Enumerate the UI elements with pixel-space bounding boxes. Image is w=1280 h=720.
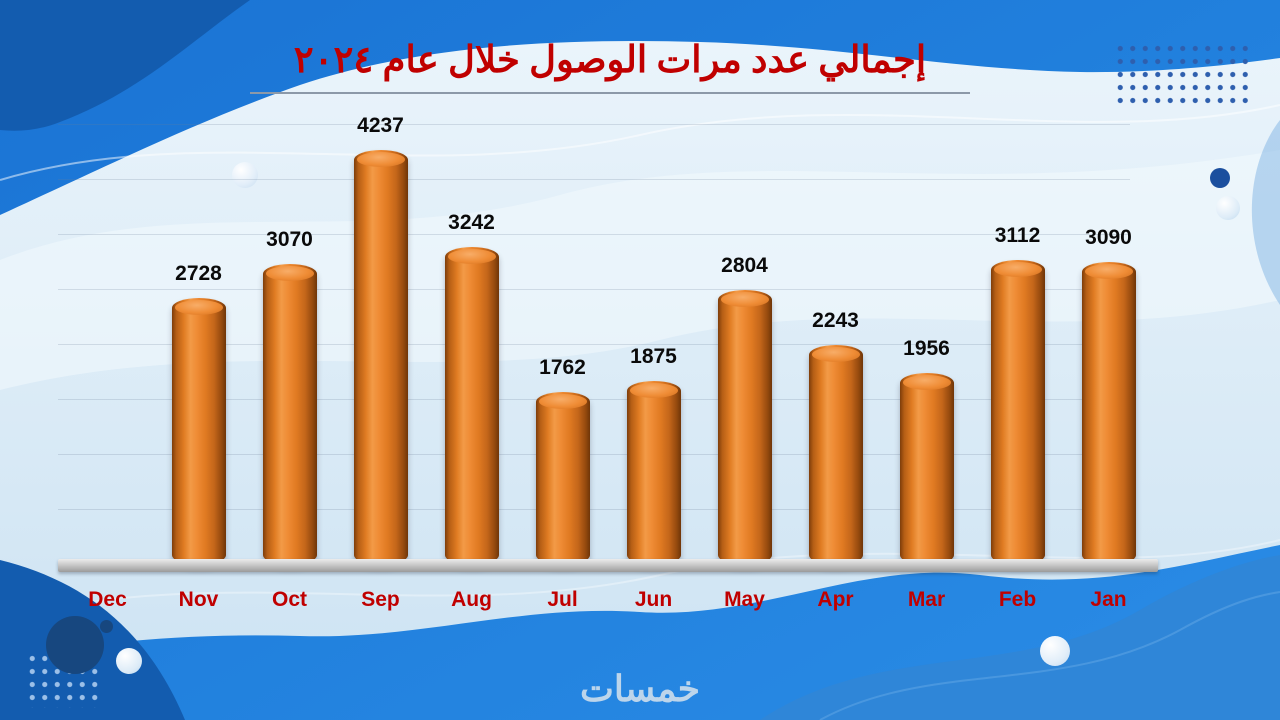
bubble-circle	[1210, 168, 1230, 188]
bar-column-jul: 1762	[517, 124, 608, 565]
bubble-circle	[100, 620, 113, 633]
bar-column-apr: 2243	[790, 124, 881, 565]
bar-column-dec	[62, 124, 153, 565]
bar-column-jun: 1875	[608, 124, 699, 565]
dots-pattern-top-right	[1114, 42, 1252, 106]
bar-apr	[808, 345, 863, 565]
bar-value-label: 2243	[812, 309, 859, 332]
bar-jul	[535, 392, 590, 565]
bar-value-label: 1956	[903, 337, 950, 360]
category-label-oct: Oct	[271, 588, 307, 611]
bar-nov	[171, 298, 226, 565]
category-label-nov: Nov	[178, 588, 219, 611]
bar-aug	[444, 247, 499, 565]
bar-value-label: 3242	[448, 211, 495, 234]
bar-chart: 2728 3070 4237 3242 1762 1875 2804 2243 1956 3112…	[58, 114, 1154, 565]
category-label-sep: Sep	[361, 588, 400, 611]
bar-value-label: 1875	[630, 345, 677, 368]
category-label-feb: Feb	[998, 588, 1037, 611]
chart-title: إجمالي عدد مرات الوصول خلال عام ٢٠٢٤	[250, 38, 970, 94]
bubble-circle	[1216, 196, 1240, 220]
bar-jan	[1081, 262, 1136, 565]
category-label-aug: Aug	[451, 588, 492, 611]
bar-sep	[353, 150, 408, 565]
bar-oct	[262, 264, 317, 565]
bar-columns: 2728 3070 4237 3242 1762 1875 2804 2243 1956 3112…	[62, 114, 1154, 565]
category-label-dec: Dec	[88, 588, 127, 611]
category-label-jul: Jul	[547, 588, 578, 611]
bar-value-label: 4237	[357, 114, 404, 137]
category-label-may: May	[724, 588, 765, 611]
bar-mar	[899, 373, 954, 565]
bar-column-feb: 3112	[972, 124, 1063, 565]
bar-column-sep: 4237	[335, 114, 426, 565]
bar-value-label: 3070	[266, 228, 313, 251]
category-label-apr: Apr	[817, 588, 854, 611]
category-label-jun: Jun	[634, 588, 673, 611]
category-label-mar: Mar	[907, 588, 946, 611]
bar-column-nov: 2728	[153, 124, 244, 565]
watermark: خمسات	[579, 668, 701, 709]
bar-column-may: 2804	[699, 124, 790, 565]
bar-column-jan: 3090	[1063, 124, 1154, 565]
category-axis: Dec Nov Oct Sep Aug Jul Jun May Apr Mar Feb Jan	[62, 588, 1154, 612]
bar-column-mar: 1956	[881, 124, 972, 565]
bar-column-oct: 3070	[244, 124, 335, 565]
bar-may	[717, 290, 772, 565]
bubble-circle	[1040, 636, 1070, 666]
bubble-circle	[232, 162, 258, 188]
category-label-jan: Jan	[1090, 588, 1127, 611]
bar-value-label: 2804	[721, 254, 768, 277]
bar-value-label: 1762	[539, 356, 586, 379]
bar-value-label: 3112	[994, 224, 1041, 247]
bubble-circle	[46, 616, 104, 674]
bar-feb	[990, 260, 1045, 565]
bar-jun	[626, 381, 681, 565]
bar-value-label: 2728	[175, 262, 222, 285]
chart-baseline-platform	[58, 559, 1158, 572]
bubble-circle	[116, 648, 142, 674]
bar-value-label: 3090	[1085, 226, 1132, 249]
bar-column-aug: 3242	[426, 124, 517, 565]
